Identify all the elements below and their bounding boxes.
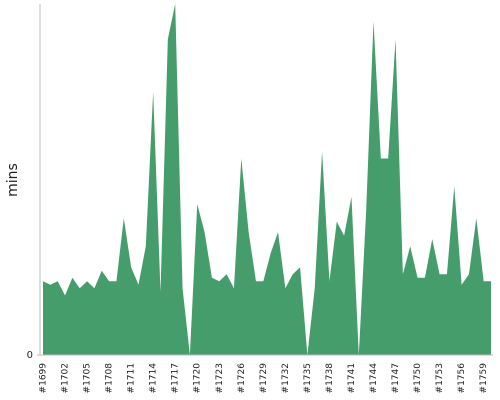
x-tick-label: #1750 [413, 363, 423, 394]
x-tick-label: #1747 [391, 363, 401, 393]
y-tick-label: 0 [27, 350, 33, 361]
x-tick-label: #1705 [83, 363, 93, 393]
x-tick-label: #1756 [457, 363, 467, 394]
x-tick-label: #1702 [61, 363, 71, 393]
x-tick-label: #1726 [237, 363, 247, 394]
x-tick-label: #1714 [149, 363, 159, 394]
x-tick-label: #1720 [193, 363, 203, 394]
x-tick-label: #1717 [171, 363, 181, 393]
x-tick-label: #1759 [479, 363, 489, 394]
x-tick-label: #1738 [325, 363, 335, 394]
x-tick-label: #1732 [281, 363, 291, 393]
x-tick-label: #1753 [435, 363, 445, 393]
y-axis-label: mins [5, 163, 21, 197]
x-tick-label: #1744 [369, 363, 379, 394]
area [43, 4, 491, 355]
x-tick-label: #1699 [39, 363, 49, 394]
x-tick-label: #1711 [127, 363, 137, 393]
x-tick-label: #1741 [347, 363, 357, 393]
x-tick-label: #1708 [105, 363, 115, 394]
x-tick-label: #1735 [303, 363, 313, 393]
x-tick-label: #1723 [215, 363, 225, 393]
x-tick-label: #1729 [259, 363, 269, 394]
